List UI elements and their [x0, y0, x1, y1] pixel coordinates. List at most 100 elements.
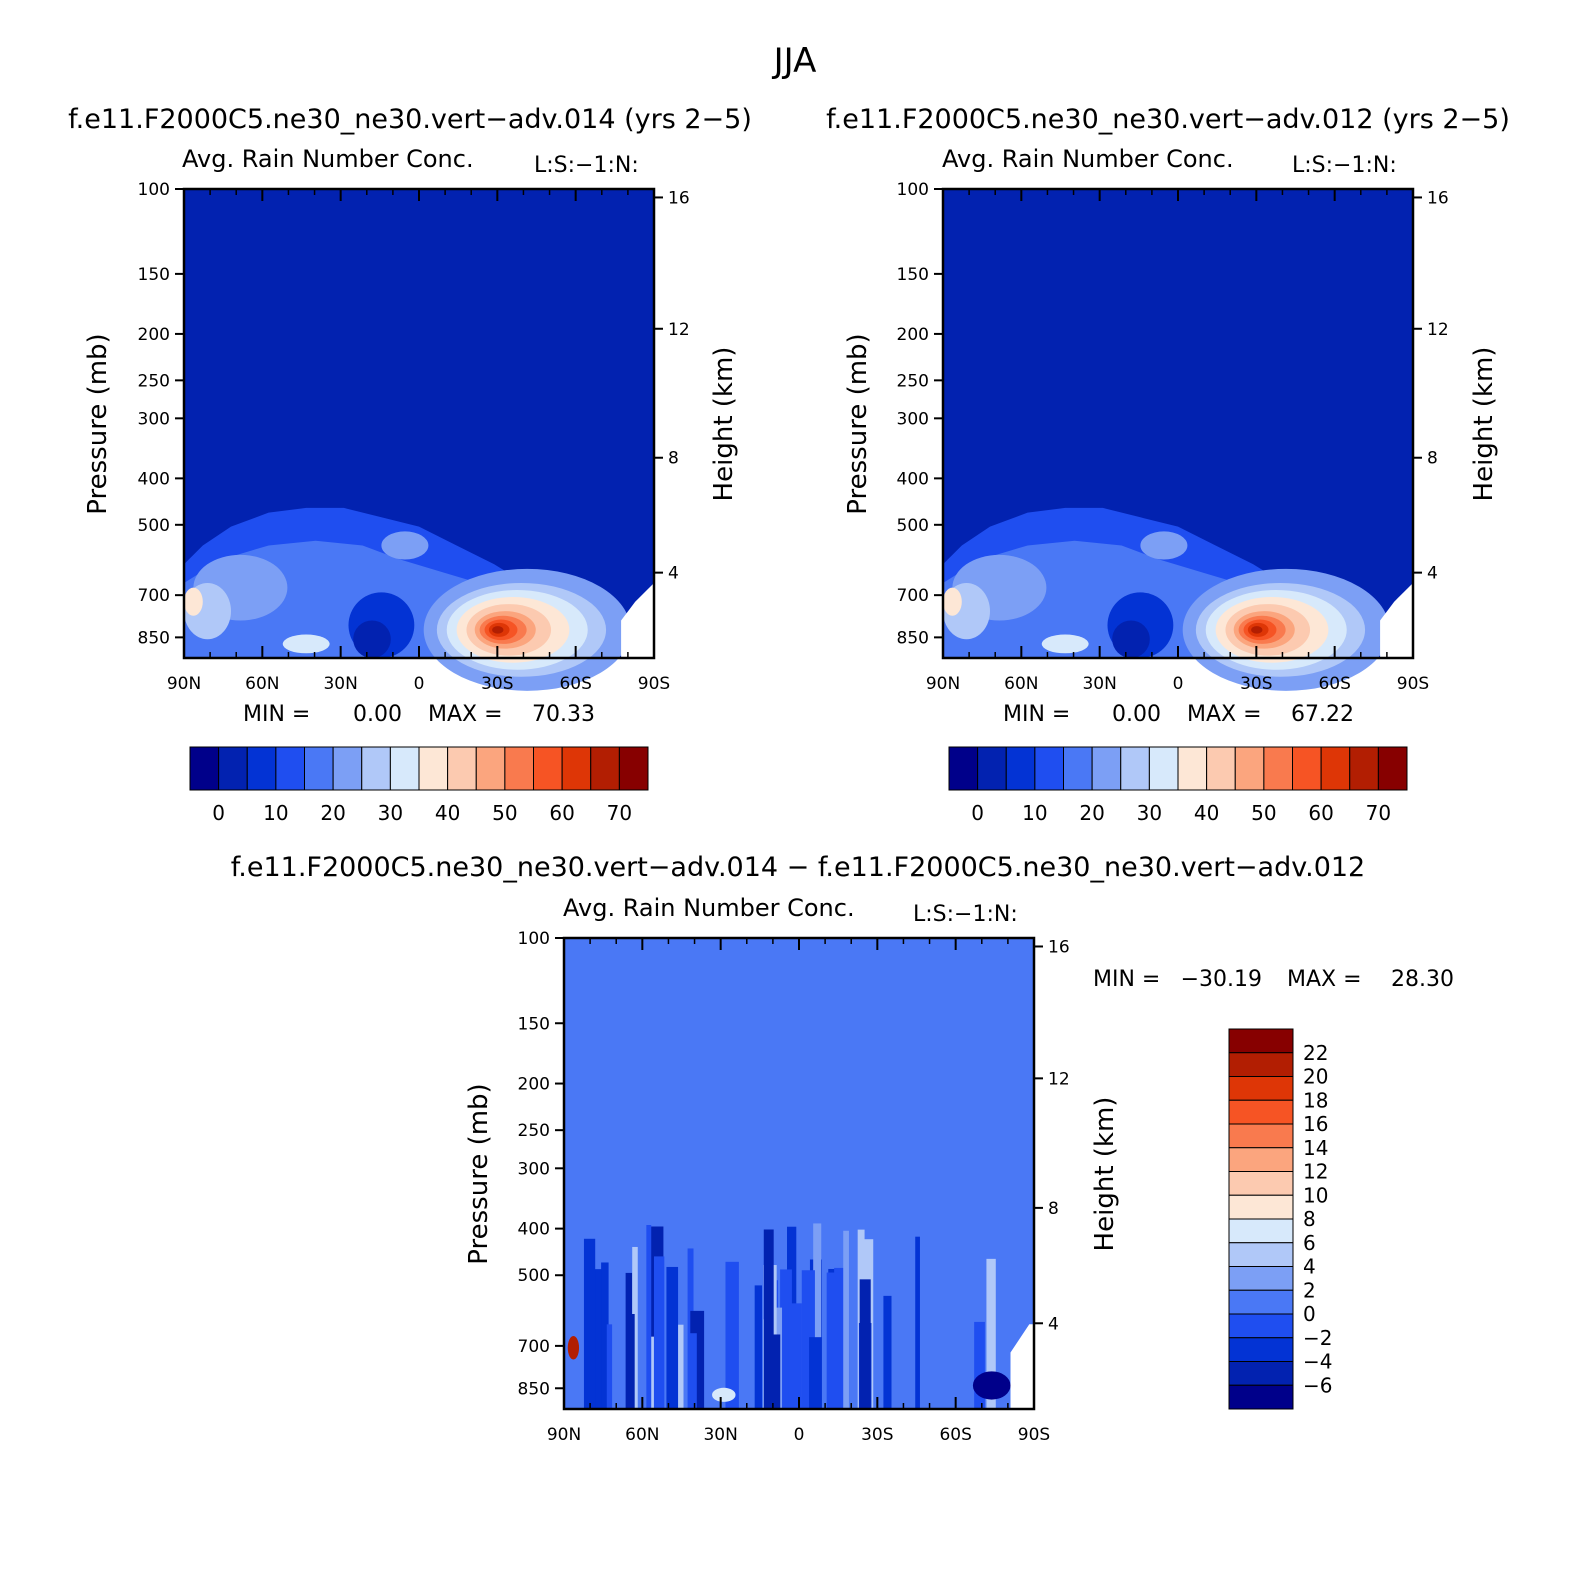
- colorbar-swatch: [1228, 1171, 1294, 1196]
- max-value: 28.30: [1391, 967, 1454, 992]
- contour-band: [780, 1269, 792, 1409]
- contour-band: [606, 1324, 613, 1409]
- pressure-tick-label: 100: [138, 180, 170, 200]
- height-tick-label: 16: [1427, 188, 1449, 208]
- colorbar-label: 40: [1194, 801, 1219, 825]
- colorbar-swatch: [1228, 1313, 1294, 1339]
- lat-tick-label: 30S: [1240, 674, 1272, 694]
- height-tick-label: 12: [668, 320, 690, 340]
- height-tick-label: 8: [668, 449, 679, 469]
- plot-right-label: L:S:−1:N:: [534, 153, 639, 178]
- pressure-tick-label: 300: [897, 409, 929, 429]
- contour-band: [712, 1387, 736, 1402]
- colorbar-swatch: [389, 746, 420, 791]
- lat-tick-label: 30N: [703, 1425, 737, 1445]
- contour-band: [1041, 634, 1089, 654]
- colorbar-label: 20: [320, 801, 345, 825]
- colorbar-swatch: [332, 746, 363, 791]
- latitude-axis: 90N 60N 30N 0 30S 60S 90S: [167, 189, 670, 694]
- pressure-tick-label: 100: [897, 180, 929, 200]
- pressure-tick-label: 200: [518, 1075, 550, 1095]
- lat-tick-label: 90N: [547, 1425, 581, 1445]
- contour-band: [986, 1258, 996, 1409]
- colorbar-swatch: [1228, 1361, 1294, 1386]
- contour-band: [632, 1246, 638, 1409]
- lat-tick-label: 60S: [559, 674, 591, 694]
- colorbar-swatch: [1228, 1194, 1294, 1220]
- colorbar-swatch: [1228, 1266, 1294, 1291]
- colorbar-label: 70: [607, 801, 632, 825]
- plot-right-label: L:S:−1:N:: [913, 902, 1018, 927]
- contour-band: [1140, 531, 1188, 560]
- min-label: MIN =: [1003, 702, 1070, 727]
- colorbar-swatch: [1320, 746, 1351, 791]
- pressure-tick-label: 300: [138, 409, 170, 429]
- colorbar-swatch: [1263, 746, 1293, 791]
- max-label: MAX =: [428, 702, 503, 727]
- lat-tick-label: 60N: [245, 674, 279, 694]
- colorbar-swatch: [977, 746, 1007, 791]
- lat-tick-label: 30N: [323, 674, 357, 694]
- colorbar-swatch: [1228, 1337, 1294, 1362]
- case-title: f.e11.F2000C5.ne30_ne30.vert−adv.014 − f…: [231, 852, 1366, 883]
- y2-axis-label: Height (km): [1090, 1097, 1120, 1252]
- contour-band: [943, 587, 962, 616]
- colorbar-label: 12: [1303, 1160, 1328, 1184]
- height-axis: 16 12 8 4: [1413, 188, 1449, 584]
- colorbar-label: 50: [492, 801, 517, 825]
- contour-band: [594, 1269, 605, 1409]
- pressure-tick-label: 700: [138, 586, 170, 606]
- lat-tick-label: 30S: [481, 674, 513, 694]
- pressure-tick-label: 400: [897, 469, 929, 489]
- colorbar-label: 60: [1308, 801, 1333, 825]
- height-tick-label: 16: [1048, 937, 1070, 957]
- contour-band: [583, 1238, 596, 1409]
- contour-band: [567, 1335, 580, 1360]
- lat-tick-label: 90S: [1397, 674, 1429, 694]
- pressure-tick-label: 250: [518, 1121, 550, 1141]
- height-tick-label: 16: [668, 188, 690, 208]
- max-value: 70.33: [532, 702, 595, 727]
- contour-band: [725, 1261, 739, 1409]
- contour-band: [883, 1295, 892, 1409]
- colorbar-label: 14: [1303, 1136, 1328, 1160]
- y-axis-label: Pressure (mb): [83, 333, 113, 514]
- contour-band: [859, 1279, 871, 1409]
- case-title: f.e11.F2000C5.ne30_ne30.vert−adv.012 (yr…: [826, 104, 1510, 135]
- pressure-tick-label: 850: [138, 628, 170, 648]
- colorbar-label: 40: [435, 801, 460, 825]
- colorbar-label: 16: [1303, 1112, 1328, 1136]
- contour-band: [813, 1223, 822, 1409]
- lat-tick-label: 60S: [1318, 674, 1350, 694]
- contour-band: [788, 1303, 802, 1409]
- colorbar-label: 0: [1303, 1302, 1316, 1326]
- height-tick-label: 4: [1427, 564, 1438, 584]
- min-value: 0.00: [1112, 702, 1161, 727]
- colorbar-label: 30: [378, 801, 403, 825]
- case-title: f.e11.F2000C5.ne30_ne30.vert−adv.014 (yr…: [68, 104, 752, 135]
- colorbar-swatch: [246, 746, 277, 791]
- pressure-tick-label: 200: [897, 325, 929, 345]
- contour-band: [627, 1314, 635, 1409]
- colorbar-label: 18: [1303, 1088, 1328, 1112]
- max-label: MAX =: [1287, 967, 1362, 992]
- pressure-tick-label: 150: [518, 1014, 550, 1034]
- lat-tick-label: 90S: [1018, 1425, 1050, 1445]
- contour-field: [184, 189, 654, 691]
- colorbar-swatch: [504, 746, 534, 791]
- contour-band: [381, 531, 429, 560]
- contour-band: [666, 1266, 679, 1409]
- colorbar-swatch: [418, 746, 449, 791]
- plot-title: Avg. Rain Number Conc.: [182, 145, 474, 173]
- colorbar-label: 0: [971, 801, 984, 825]
- colorbar-swatch: [1228, 1218, 1294, 1244]
- y-axis-label: Pressure (mb): [843, 333, 873, 514]
- colorbar-swatch: [447, 746, 477, 791]
- latitude-axis: 90N 60N 30N 0 30S 60S 90S: [926, 189, 1429, 694]
- figure-title: JJA: [772, 41, 817, 81]
- colorbar-swatch: [1228, 1123, 1294, 1149]
- colorbar-swatch: [304, 746, 334, 791]
- min-value: 0.00: [353, 702, 402, 727]
- contour-band: [653, 1256, 665, 1409]
